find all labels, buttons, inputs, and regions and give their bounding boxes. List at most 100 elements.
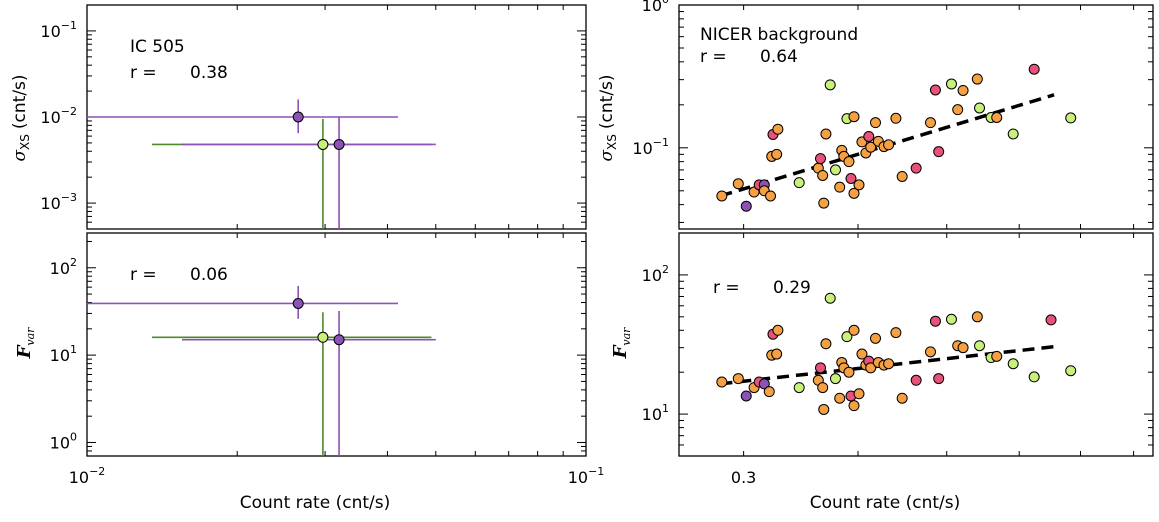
data-point xyxy=(896,392,908,404)
data-point xyxy=(848,111,860,123)
y-tick-label: 102 xyxy=(642,263,669,285)
data-point xyxy=(765,190,777,202)
svg-text:Fvar: Fvar xyxy=(14,327,37,360)
data-point xyxy=(853,388,865,400)
data-point xyxy=(1007,128,1019,140)
data-point xyxy=(820,338,832,350)
data-point xyxy=(910,162,922,174)
x-tick-label: 10−2 xyxy=(69,465,106,487)
data-point xyxy=(890,327,902,339)
data-point xyxy=(843,156,855,168)
data-point xyxy=(933,373,945,385)
data-point xyxy=(1028,371,1040,383)
y-tick-label: 100 xyxy=(642,0,669,15)
data-point xyxy=(820,128,832,140)
x-tick-label: 10−1 xyxy=(568,465,605,487)
data-point xyxy=(771,348,783,360)
data-point xyxy=(957,342,969,354)
data-point xyxy=(333,334,345,346)
data-point xyxy=(830,164,842,176)
r-label-top-left: r = xyxy=(130,63,157,83)
data-point xyxy=(815,362,827,374)
axes-frame xyxy=(86,232,587,457)
data-point xyxy=(883,358,895,370)
data-point xyxy=(716,376,728,388)
data-point xyxy=(863,130,875,142)
data-point xyxy=(758,378,770,390)
y-tick-label: 101 xyxy=(642,402,669,424)
data-point xyxy=(1028,63,1040,75)
panel-top-left: 10−1 10−2 10−3 xyxy=(40,4,587,230)
data-point xyxy=(830,373,842,385)
r-value-top-left: 0.38 xyxy=(190,63,228,83)
data-point xyxy=(991,111,1003,123)
data-point xyxy=(1065,112,1077,124)
svg-text:σXS(cnt/s): σXS(cnt/s) xyxy=(10,74,32,161)
y-axis-label-bottom-left: Fvar xyxy=(14,327,37,360)
data-point xyxy=(952,104,964,116)
data-point xyxy=(834,181,846,193)
r-label-bottom-right: r = xyxy=(713,278,740,298)
r-value-bottom-left: 0.06 xyxy=(190,265,228,285)
x-axis-label-left: Count rate (cnt/s) xyxy=(240,493,390,513)
data-point xyxy=(292,297,304,309)
data-point xyxy=(732,373,744,385)
data-point xyxy=(971,311,983,323)
data-point xyxy=(740,390,752,402)
data-point xyxy=(1007,358,1019,370)
r-value-bottom-right: 0.29 xyxy=(773,278,811,298)
data-point xyxy=(817,169,829,181)
data-point xyxy=(856,348,868,360)
data-point xyxy=(772,324,784,336)
r-label-bottom-left: r = xyxy=(130,265,157,285)
data-point xyxy=(945,78,957,90)
data-point xyxy=(843,366,855,378)
data-point xyxy=(853,179,865,191)
data-point xyxy=(848,400,860,412)
axes-frame xyxy=(678,4,1154,230)
data-point xyxy=(924,346,936,358)
data-point xyxy=(974,340,986,352)
data-point xyxy=(924,117,936,129)
data-point xyxy=(817,382,829,394)
data-point xyxy=(740,200,752,212)
panel-bottom-right: 102 101 0.3 xyxy=(642,232,1154,487)
data-point xyxy=(771,148,783,160)
x-tick-label: 0.3 xyxy=(731,468,756,487)
data-point xyxy=(763,386,775,398)
y-tick-label: 10−3 xyxy=(40,191,77,213)
data-point xyxy=(848,324,860,336)
y-axis-label-top-right: σXS(cnt/s) xyxy=(597,74,619,161)
data-point xyxy=(333,138,345,150)
y-tick-label: 101 xyxy=(50,343,77,365)
data-point xyxy=(815,153,827,165)
data-point xyxy=(793,382,805,394)
data-point xyxy=(834,392,846,404)
data-point xyxy=(896,170,908,182)
data-point xyxy=(818,403,830,415)
y-axis-label-bottom-right: Fvar xyxy=(610,327,633,360)
x-axis-label-right: Count rate (cnt/s) xyxy=(810,493,960,513)
y-tick-label: 102 xyxy=(50,256,77,278)
y-tick-label: 10−2 xyxy=(40,105,77,127)
data-point xyxy=(317,331,329,343)
data-point xyxy=(292,111,304,123)
axes-frame xyxy=(678,232,1154,457)
data-point xyxy=(933,146,945,158)
data-point xyxy=(793,177,805,189)
y-tick-label: 10−1 xyxy=(632,136,669,158)
svg-text:σXS(cnt/s): σXS(cnt/s) xyxy=(597,74,619,161)
data-point xyxy=(890,112,902,124)
data-point xyxy=(772,123,784,135)
data-point xyxy=(991,350,1003,362)
data-point xyxy=(865,141,877,153)
data-point xyxy=(870,332,882,344)
panel-top-right: 100 10−1 xyxy=(632,0,1154,230)
data-point xyxy=(732,178,744,190)
data-point xyxy=(974,102,986,114)
data-point xyxy=(865,362,877,374)
data-point xyxy=(971,73,983,85)
data-point xyxy=(910,374,922,386)
data-point xyxy=(870,117,882,129)
